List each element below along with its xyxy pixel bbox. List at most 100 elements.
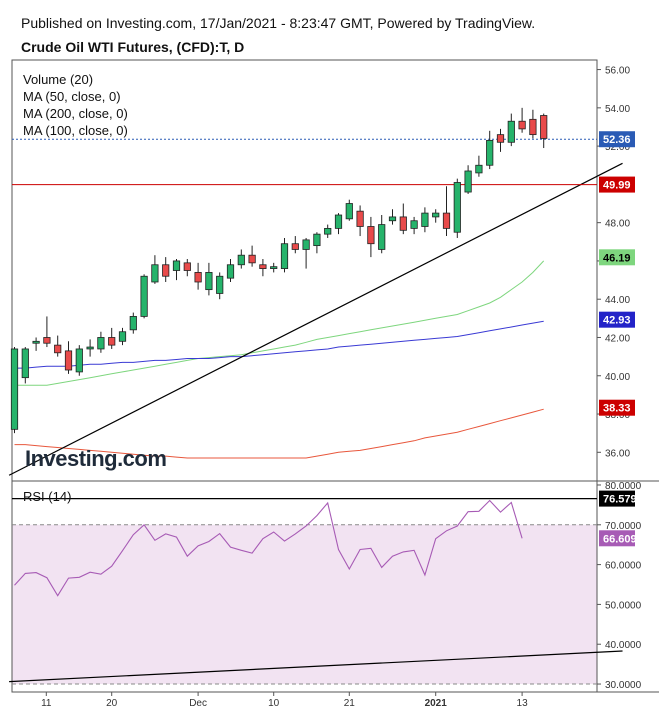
support-tag-label: 49.99 xyxy=(603,180,631,192)
ma-price-tag-bg xyxy=(599,311,635,328)
time-axis: 11 20 Dec 10 21 2021 13 xyxy=(41,692,528,709)
candle-body xyxy=(183,262,191,271)
candle-body xyxy=(259,264,267,269)
ma-price-tag-bg xyxy=(599,249,635,266)
time-tick-label: 10 xyxy=(268,698,280,709)
candle-body xyxy=(453,182,461,233)
candle-body xyxy=(54,344,62,354)
ma-line xyxy=(14,320,544,369)
candle-body xyxy=(226,264,235,279)
candle-body xyxy=(367,226,375,245)
candle-body xyxy=(129,316,137,331)
last-price-tag-bg xyxy=(599,131,635,148)
candle-body xyxy=(291,243,299,250)
candle-body xyxy=(464,170,472,193)
chart-title: Crude Oil WTI Futures, (CFD):T, D xyxy=(21,39,244,55)
time-tick-label: 20 xyxy=(106,698,118,709)
candle-body xyxy=(486,139,494,166)
legend-ma100: MA (100, close, 0) xyxy=(23,123,128,138)
candle-body xyxy=(442,212,451,229)
candle-body xyxy=(496,134,505,143)
ma-price-tag-bg xyxy=(599,399,635,416)
ma-price-tag-label: 46.19 xyxy=(603,252,631,264)
rsi-title: RSI (14) xyxy=(23,489,71,504)
price-tick-label: 42.00 xyxy=(605,333,630,344)
candle-body xyxy=(378,224,386,250)
price-tick-label: 40.00 xyxy=(605,372,630,383)
legend: Volume (20) MA (50, close, 0) MA (200, c… xyxy=(23,72,128,138)
candle-body xyxy=(475,164,483,174)
time-tick-label: 13 xyxy=(517,698,529,709)
candle-body xyxy=(399,216,407,231)
price-trendline xyxy=(8,162,623,476)
candle-body xyxy=(334,214,343,229)
candle-body xyxy=(237,254,245,266)
rsi-tick-label: 40.0000 xyxy=(605,640,642,651)
candle-body xyxy=(216,275,224,294)
candle-body xyxy=(140,275,148,317)
candle-body xyxy=(270,266,278,269)
price-tick-label: 52.00 xyxy=(605,142,630,153)
candle-body xyxy=(21,348,29,379)
candle-body xyxy=(97,337,105,350)
candle-body xyxy=(172,260,181,271)
ma-price-tag-label: 38.33 xyxy=(603,403,631,415)
time-tick-label: Dec xyxy=(189,698,207,709)
candle-body xyxy=(507,120,515,143)
price-pane: 56.0054.0052.0048.0046.0044.0042.0040.00… xyxy=(8,66,635,476)
candle-body xyxy=(280,243,289,269)
candle-body xyxy=(388,216,397,222)
candle-body xyxy=(32,340,40,344)
candle-body xyxy=(10,348,19,430)
candle-body xyxy=(540,115,548,139)
watermark-text: Investing.com xyxy=(25,446,166,471)
watermark: Investing.com xyxy=(25,446,167,471)
price-tick-label: 36.00 xyxy=(605,448,630,459)
rsi-line xyxy=(14,499,523,597)
candle-body xyxy=(410,220,418,229)
ma-price-tag-label: 42.93 xyxy=(603,315,631,327)
rsi-reference-tag-bg xyxy=(599,490,635,507)
price-tick-label: 48.00 xyxy=(605,219,630,230)
rsi-tick-label: 60.0000 xyxy=(605,561,642,572)
candle-body xyxy=(248,254,256,264)
rsi-tick-label: 30.0000 xyxy=(605,680,642,691)
support-tag-bg xyxy=(599,176,635,193)
legend-ma50: MA (50, close, 0) xyxy=(23,89,121,104)
time-tick-label: 11 xyxy=(41,698,52,709)
rsi-pane: 80.0000 70.0000 60.0000 50.0000 40.0000 30.00… xyxy=(9,481,643,691)
time-tick-label: 21 xyxy=(344,698,356,709)
rsi-tick-label: 50.0000 xyxy=(605,600,642,611)
candle-body xyxy=(356,210,364,227)
candle-body xyxy=(86,346,94,350)
candle-body xyxy=(302,239,310,250)
rsi-tick-label: 70.0000 xyxy=(605,521,642,532)
candle-body xyxy=(194,272,202,283)
rsi-reference-tag-label: 76.5790 xyxy=(603,494,643,506)
candle-body xyxy=(43,337,51,344)
legend-volume: Volume (20) xyxy=(23,72,93,87)
candle-body xyxy=(64,350,73,371)
candle-body xyxy=(421,212,429,227)
legend-ma200: MA (200, close, 0) xyxy=(23,106,128,121)
candle-body xyxy=(151,264,159,283)
rsi-last-tag-label: 66.6095 xyxy=(603,533,643,545)
candle-body xyxy=(518,120,526,130)
candle-body xyxy=(345,203,353,220)
last-price-tag-label: 52.36 xyxy=(603,134,631,146)
rsi-last-tag-bg xyxy=(599,530,635,547)
candle-body xyxy=(75,348,83,373)
ma-line xyxy=(14,260,545,386)
rsi-trendline xyxy=(9,650,623,683)
rsi-tick-label: 80.0000 xyxy=(605,481,642,492)
candle-body xyxy=(108,337,116,346)
candle-body xyxy=(118,331,127,342)
rsi-band xyxy=(12,524,597,685)
candle-body xyxy=(529,118,537,136)
price-tick-label: 44.00 xyxy=(605,295,630,306)
candle-body xyxy=(162,264,170,277)
candle-body xyxy=(432,212,440,218)
ma-line xyxy=(14,408,544,459)
